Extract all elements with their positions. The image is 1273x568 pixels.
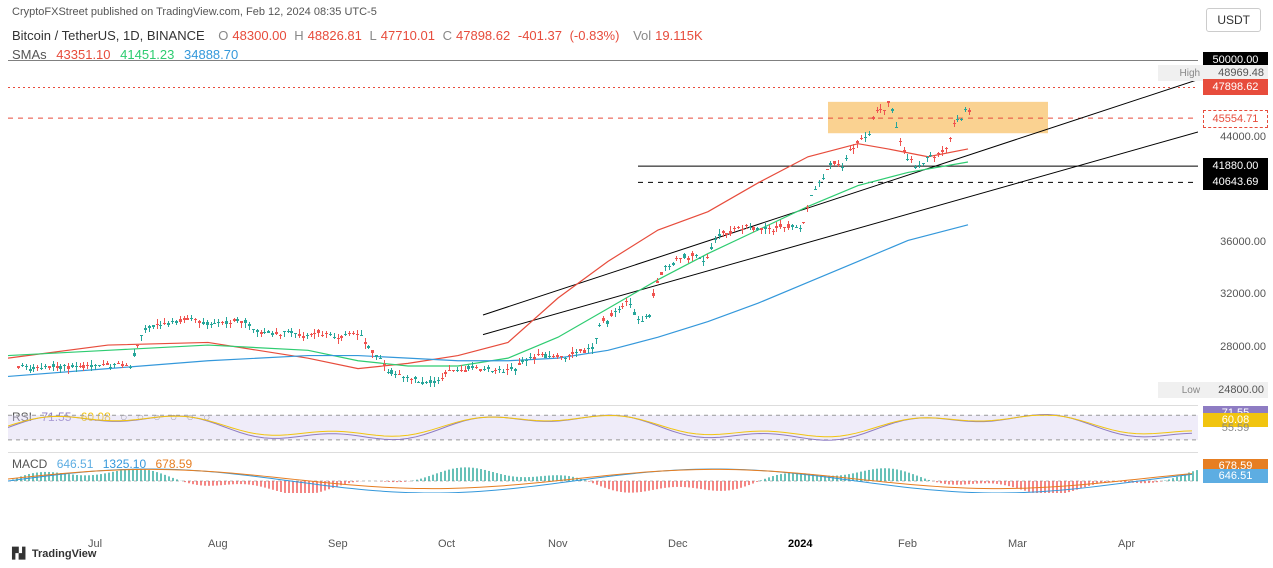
ohlc-h: 48826.81 xyxy=(308,28,362,43)
price-chart[interactable]: 24800.0028000.0032000.0036000.0044000.00… xyxy=(8,60,1198,400)
ohlc-chg-pct: (-0.83%) xyxy=(570,28,620,43)
ohlc-l: 47710.01 xyxy=(381,28,435,43)
tv-icon: ▛▟ xyxy=(12,547,32,560)
symbol-name[interactable]: Bitcoin / TetherUS, 1D, BINANCE xyxy=(12,28,205,43)
rsi-panel[interactable]: RSI 71.55 60.08 ○ ○ ○ ○ ○ ○ 71.5560.0855… xyxy=(8,405,1198,445)
ohlc-o: 48300.00 xyxy=(232,28,286,43)
vol-label: Vol xyxy=(633,28,651,43)
ohlc-c-label: C xyxy=(443,28,452,43)
publisher-info: CryptoFXStreet published on TradingView.… xyxy=(12,6,377,18)
symbol-title-row: Bitcoin / TetherUS, 1D, BINANCE O 48300.0… xyxy=(12,28,707,43)
quote-badge[interactable]: USDT xyxy=(1206,8,1261,32)
ohlc-o-label: O xyxy=(218,28,228,43)
ohlc-c: 47898.62 xyxy=(456,28,510,43)
vol-value: 19.115K xyxy=(655,28,702,43)
ohlc-l-label: L xyxy=(370,28,377,43)
tv-text: TradingView xyxy=(32,548,97,560)
ohlc-chg: -401.37 xyxy=(518,28,562,43)
time-axis: JulAugSepOctNovDec2024FebMarApr xyxy=(8,538,1198,558)
macd-panel[interactable]: MACD 646.51 1325.10 678.59 678.59646.51 xyxy=(8,452,1198,492)
tradingview-logo: ▛▟ TradingView xyxy=(12,547,96,560)
ohlc-h-label: H xyxy=(294,28,303,43)
